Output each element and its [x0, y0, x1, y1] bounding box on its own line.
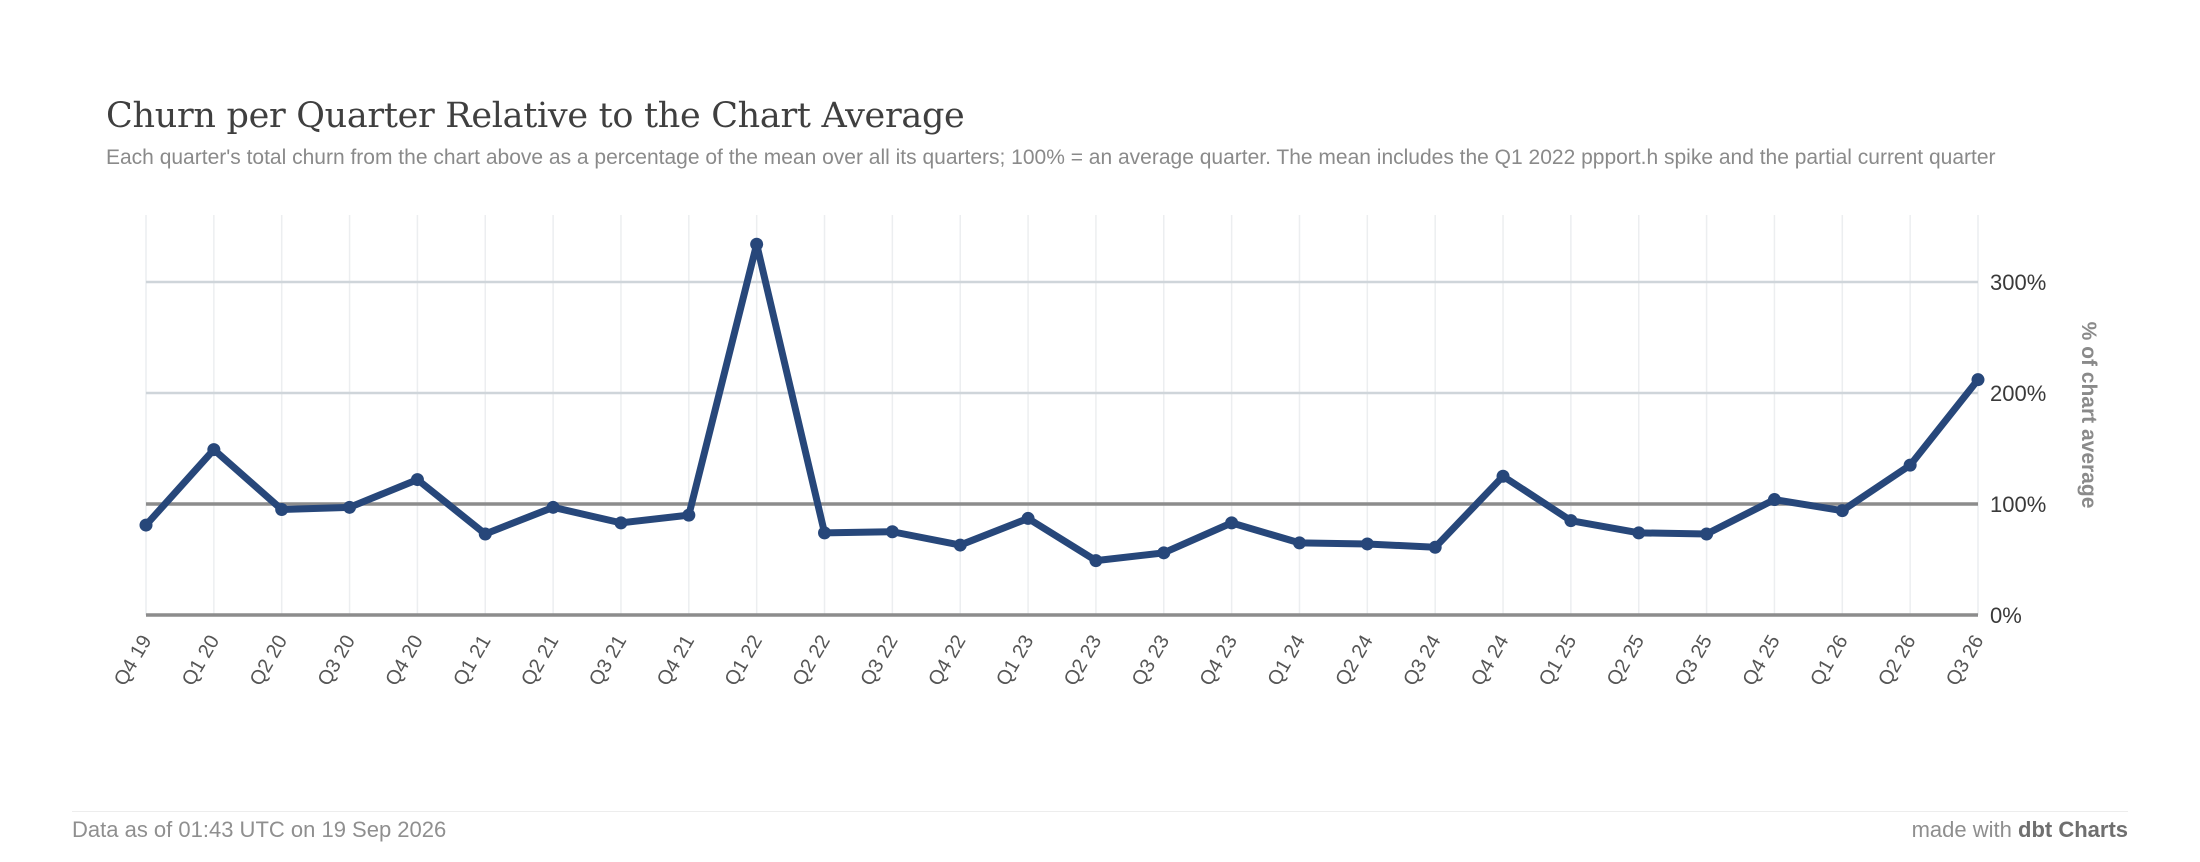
x-tick-label: Q1 24	[1264, 632, 1310, 690]
data-point	[1292, 536, 1306, 550]
x-tick-label: Q1 26	[1806, 632, 1852, 690]
x-tick-label: Q3 21	[585, 632, 631, 690]
data-point	[343, 500, 357, 514]
data-point	[1496, 469, 1510, 483]
x-tick-label: Q2 25	[1603, 632, 1649, 690]
x-tick-label: Q2 22	[789, 632, 835, 690]
y-tick-label: 100%	[1990, 492, 2046, 517]
x-tick-label: Q4 23	[1196, 632, 1242, 690]
data-point	[546, 500, 560, 514]
data-point	[275, 503, 289, 517]
x-tick-label: Q3 22	[856, 632, 902, 690]
data-point	[1700, 527, 1714, 541]
x-tick-label: Q1 20	[178, 632, 224, 690]
y-tick-label: 300%	[1990, 270, 2046, 295]
data-point	[139, 518, 153, 532]
data-point	[682, 508, 696, 522]
made-with-prefix: made with	[1911, 817, 2018, 842]
data-point	[1564, 514, 1578, 528]
x-tick-label: Q4 20	[381, 632, 427, 690]
x-tick-label: Q2 20	[246, 632, 292, 690]
x-tick-label: Q4 19	[110, 632, 156, 690]
data-point	[1903, 458, 1917, 472]
data-point	[1632, 526, 1646, 540]
data-point	[953, 538, 967, 552]
x-tick-label: Q1 21	[449, 632, 495, 690]
data-point	[410, 473, 424, 487]
chart-title: Churn per Quarter Relative to the Chart …	[106, 96, 965, 136]
data-point	[1767, 493, 1781, 507]
y-tick-label: 200%	[1990, 381, 2046, 406]
x-tick-label: Q1 22	[721, 632, 767, 690]
data-point	[1157, 546, 1171, 560]
data-point	[1021, 511, 1035, 525]
data-point	[478, 527, 492, 541]
data-point	[1089, 554, 1103, 568]
x-tick-label: Q2 26	[1874, 632, 1920, 690]
x-tick-label: Q3 25	[1671, 632, 1717, 690]
data-point	[818, 526, 832, 540]
chart-subtitle: Each quarter's total churn from the char…	[106, 146, 1996, 169]
y-tick-label: 0%	[1990, 603, 2022, 628]
data-point	[1835, 504, 1849, 518]
y-axis-title: % of chart average	[2077, 322, 2100, 509]
x-tick-label: Q1 23	[992, 632, 1038, 690]
data-point	[1428, 540, 1442, 554]
data-point	[885, 525, 899, 539]
data-point	[207, 443, 221, 457]
x-tick-label: Q2 23	[1060, 632, 1106, 690]
made-with-credit: made with dbt Charts	[1912, 817, 2128, 843]
x-tick-label: Q3 20	[314, 632, 360, 690]
x-tick-label: Q4 21	[653, 632, 699, 690]
x-tick-label: Q3 26	[1942, 632, 1988, 690]
x-tick-label: Q2 24	[1331, 632, 1377, 690]
x-tick-label: Q3 24	[1399, 632, 1445, 690]
series-line	[142, 240, 1982, 565]
churn-line-chart: 0% 100% 200% 300% % of chart average Q4 19 Q1 …	[110, 215, 2100, 690]
x-tick-label: Q1 25	[1535, 632, 1581, 690]
x-tick-label: Q4 24	[1467, 632, 1513, 690]
data-timestamp: Data as of 01:43 UTC on 19 Sep 2026	[72, 817, 447, 842]
x-tick-label: Q4 25	[1738, 632, 1784, 690]
footer-divider	[72, 811, 2128, 812]
x-tick-label: Q2 21	[517, 632, 563, 690]
x-tick-label: Q4 22	[924, 632, 970, 690]
x-tick-label: Q3 23	[1128, 632, 1174, 690]
data-point	[1360, 537, 1374, 551]
data-point	[750, 237, 764, 251]
data-point	[614, 516, 628, 530]
brand-link[interactable]: dbt Charts	[2018, 817, 2128, 842]
data-point	[1971, 373, 1985, 387]
data-point	[1225, 516, 1239, 530]
